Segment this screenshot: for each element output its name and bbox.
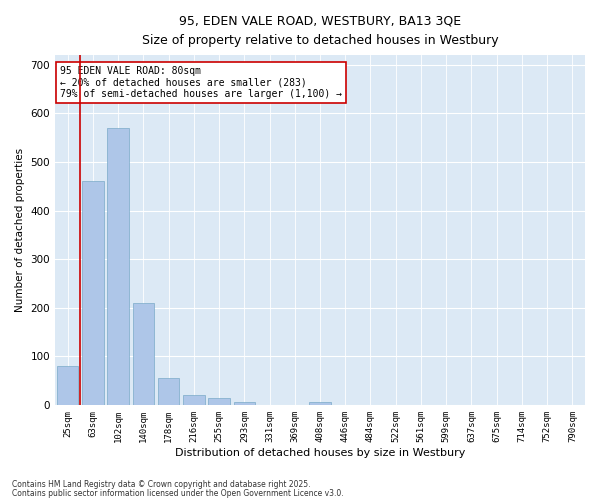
Y-axis label: Number of detached properties: Number of detached properties bbox=[15, 148, 25, 312]
Text: Contains public sector information licensed under the Open Government Licence v3: Contains public sector information licen… bbox=[12, 488, 344, 498]
Bar bbox=[82, 182, 104, 405]
Title: 95, EDEN VALE ROAD, WESTBURY, BA13 3QE
Size of property relative to detached hou: 95, EDEN VALE ROAD, WESTBURY, BA13 3QE S… bbox=[142, 15, 499, 47]
Bar bbox=[233, 402, 255, 405]
Text: 95 EDEN VALE ROAD: 80sqm
← 20% of detached houses are smaller (283)
79% of semi-: 95 EDEN VALE ROAD: 80sqm ← 20% of detach… bbox=[61, 66, 343, 99]
Bar bbox=[133, 303, 154, 405]
X-axis label: Distribution of detached houses by size in Westbury: Distribution of detached houses by size … bbox=[175, 448, 465, 458]
Bar bbox=[183, 395, 205, 405]
Text: Contains HM Land Registry data © Crown copyright and database right 2025.: Contains HM Land Registry data © Crown c… bbox=[12, 480, 311, 489]
Bar bbox=[208, 398, 230, 405]
Bar bbox=[309, 402, 331, 405]
Bar bbox=[107, 128, 129, 405]
Bar bbox=[158, 378, 179, 405]
Bar bbox=[57, 366, 79, 405]
